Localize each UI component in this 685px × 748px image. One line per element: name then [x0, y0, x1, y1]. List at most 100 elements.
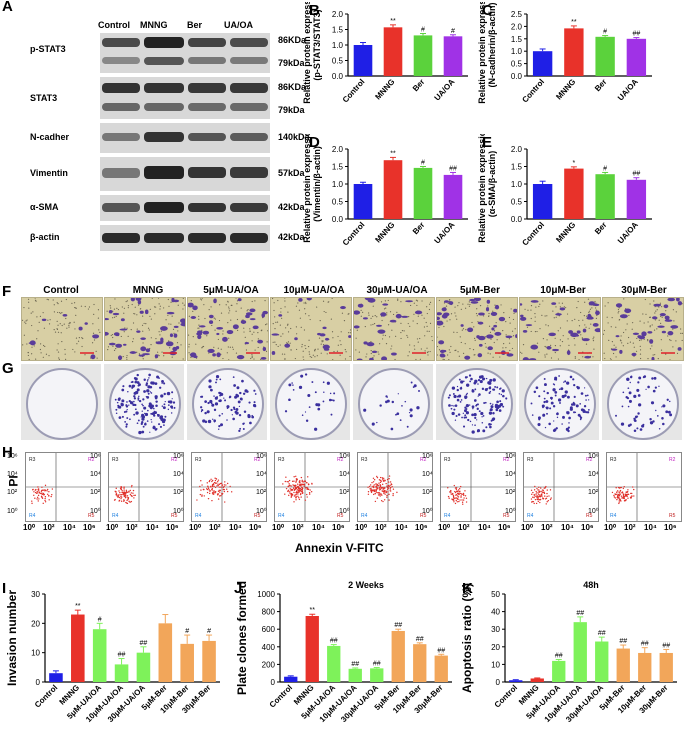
panel-letter-g: G [2, 360, 14, 377]
pore [386, 314, 388, 316]
pore [31, 346, 33, 348]
y-axis-label-line: Apoptosis ratio (%) [460, 583, 474, 693]
event-dot [624, 499, 627, 502]
invaded-cell [322, 326, 327, 330]
pore [468, 301, 470, 303]
colony [477, 383, 479, 385]
event-dot [126, 495, 129, 497]
transwell-image [353, 297, 435, 361]
colony [471, 424, 474, 426]
pore [585, 326, 587, 328]
pore [376, 316, 378, 318]
pore [304, 345, 306, 347]
colony [170, 412, 173, 414]
pore [107, 346, 110, 348]
pore [607, 302, 609, 304]
pore [161, 351, 163, 353]
event-dot [126, 499, 128, 502]
colony [148, 377, 150, 379]
event-dot [545, 485, 547, 488]
pore [208, 352, 210, 354]
event-dot [614, 497, 617, 499]
event-dot [36, 498, 38, 500]
pore [413, 345, 415, 347]
pore [75, 314, 77, 317]
pore [381, 319, 383, 322]
bar [595, 641, 609, 682]
bar [443, 36, 463, 76]
invaded-cell [140, 337, 146, 340]
colony [552, 429, 556, 432]
flow-y-tick: 10⁰ [339, 508, 350, 515]
event-dot [285, 476, 287, 478]
colony [471, 430, 475, 434]
wb-kda-stat3-2: 79kDa [278, 105, 305, 115]
colony [531, 414, 534, 416]
bar [202, 640, 216, 682]
pore [545, 346, 547, 348]
invaded-cell [437, 316, 441, 321]
pore [547, 325, 549, 327]
event-dot [621, 492, 623, 494]
event-dot [378, 492, 381, 494]
panel-letter-i: I [2, 580, 7, 597]
quadrant-label: R3 [29, 457, 36, 463]
colony [163, 392, 166, 396]
colony [471, 413, 474, 417]
event-dot [44, 490, 46, 492]
pore [71, 302, 73, 304]
invaded-cell [652, 316, 658, 320]
flow-y-tick: 10⁶ [7, 453, 18, 460]
pore [159, 308, 161, 310]
colony [564, 380, 567, 383]
colony [471, 405, 475, 409]
event-dot [385, 482, 387, 485]
event-dot [619, 492, 621, 494]
pore [538, 305, 540, 308]
pore [469, 348, 471, 350]
pore [588, 327, 590, 329]
significance-label: ## [641, 641, 649, 648]
pore [571, 319, 573, 322]
significance-label: ** [390, 150, 396, 157]
event-dot [196, 499, 198, 501]
pore [476, 308, 478, 310]
pore [214, 329, 216, 331]
colony [579, 418, 582, 421]
colony [456, 388, 459, 392]
event-dot [542, 491, 545, 493]
event-dot [218, 486, 220, 488]
colony [210, 402, 213, 405]
colony [563, 381, 565, 383]
pore [188, 315, 190, 317]
pore [48, 323, 51, 325]
event-dot [290, 493, 293, 495]
pore [595, 309, 597, 311]
colony [239, 427, 242, 430]
pore [487, 315, 490, 317]
panel-letter-h: H [2, 444, 13, 461]
y-tick-label: 0.0 [511, 72, 523, 81]
pore [454, 349, 456, 352]
colony [239, 397, 243, 401]
event-dot [454, 497, 456, 499]
event-dot [118, 499, 121, 502]
event-dot [120, 494, 123, 496]
colony [128, 400, 131, 403]
event-dot [543, 492, 546, 495]
pore [266, 341, 268, 343]
colony [464, 414, 467, 417]
pore [251, 300, 253, 303]
pore [45, 353, 48, 355]
colony [132, 403, 135, 407]
colony [238, 413, 242, 417]
event-dot [533, 495, 536, 497]
event-dot [41, 493, 44, 496]
flow-x-tick: 10⁰ [272, 523, 285, 532]
pore [530, 305, 533, 307]
colony [651, 377, 654, 380]
event-dot [373, 479, 376, 481]
colony [213, 421, 216, 423]
event-dot [122, 491, 124, 493]
invaded-cell [552, 348, 559, 352]
